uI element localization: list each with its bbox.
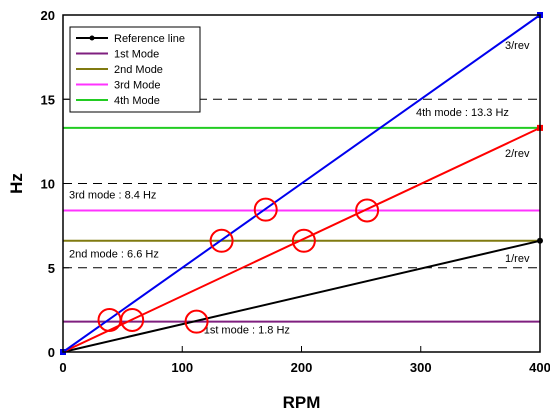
legend-label: 2nd Mode bbox=[114, 64, 163, 76]
x-axis-title: RPM bbox=[283, 393, 321, 412]
legend-label: 4th Mode bbox=[114, 95, 160, 107]
crossing-marker bbox=[120, 307, 145, 332]
excitation-label: 1/rev bbox=[505, 253, 530, 265]
excitation-line bbox=[62, 14, 541, 353]
crossing-marker bbox=[184, 309, 209, 334]
x-tick-label: 0 bbox=[59, 360, 66, 375]
mode-annotation: 3rd mode : 8.4 Hz bbox=[69, 190, 156, 202]
legend-label: 1st Mode bbox=[114, 49, 159, 61]
excitation-line bbox=[62, 239, 541, 353]
excitation-label: 3/rev bbox=[505, 40, 530, 52]
crossing-marker bbox=[209, 228, 234, 253]
crossing-marker bbox=[355, 198, 380, 223]
y-tick-label: 20 bbox=[41, 8, 55, 23]
excitation-label: 2/rev bbox=[505, 148, 530, 160]
x-tick-label: 400 bbox=[529, 360, 550, 375]
y-tick-label: 15 bbox=[41, 92, 55, 107]
x-tick-label: 100 bbox=[171, 360, 193, 375]
y-tick-label: 10 bbox=[41, 177, 55, 192]
y-tick-label: 0 bbox=[48, 345, 55, 360]
crossing-marker bbox=[291, 228, 316, 253]
legend-label: Reference line bbox=[114, 33, 185, 45]
y-tick-label: 5 bbox=[48, 261, 55, 276]
mode-annotation: 4th mode : 13.3 Hz bbox=[416, 107, 509, 119]
legend-label: 3rd Mode bbox=[114, 80, 160, 92]
crossing-marker bbox=[253, 197, 278, 222]
y-axis-title: Hz bbox=[7, 173, 26, 194]
x-tick-label: 200 bbox=[291, 360, 313, 375]
x-tick-label: 300 bbox=[410, 360, 432, 375]
legend-marker bbox=[89, 35, 95, 41]
mode-annotation: 2nd mode : 6.6 Hz bbox=[69, 249, 159, 261]
mode-annotation: 1st mode : 1.8 Hz bbox=[204, 324, 290, 336]
